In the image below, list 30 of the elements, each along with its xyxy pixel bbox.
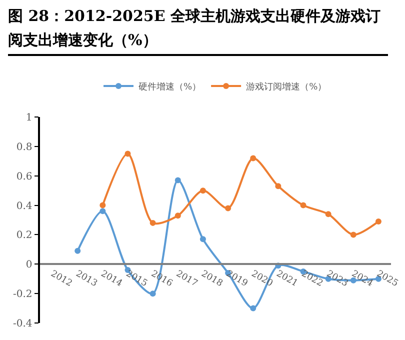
chart-title: 图 28：2012-2025E 全球主机游戏支出硬件及游戏订阅支出增速变化（%） — [8, 4, 388, 56]
y-tick-label: -0.2 — [12, 289, 32, 300]
point — [375, 218, 382, 224]
y-tick-label: 0.4 — [16, 200, 32, 212]
point — [275, 183, 282, 190]
y-tick-label: 0.6 — [16, 171, 32, 182]
point — [325, 211, 332, 218]
x-tick-label: 2017 — [174, 269, 200, 290]
point — [74, 248, 81, 254]
point — [300, 202, 306, 208]
point — [250, 305, 256, 312]
point — [200, 188, 206, 194]
point — [100, 208, 106, 214]
legend-label: 硬件增速（%） — [138, 82, 202, 93]
point — [150, 290, 156, 297]
point — [225, 205, 232, 212]
point — [174, 177, 181, 184]
point — [350, 232, 356, 238]
point — [100, 202, 106, 208]
y-tick-label: 0.2 — [16, 230, 32, 242]
point — [250, 155, 256, 162]
legend-label: 游戏订阅增速（%） — [246, 82, 327, 93]
point — [200, 236, 206, 242]
y-tick-label: 0.8 — [16, 142, 32, 153]
y-tick-label: -0.4 — [12, 318, 32, 330]
point — [174, 212, 181, 219]
y-tick-label: 0 — [26, 260, 32, 271]
point — [150, 220, 156, 226]
point — [124, 150, 131, 157]
y-tick-label: 1 — [26, 112, 32, 124]
